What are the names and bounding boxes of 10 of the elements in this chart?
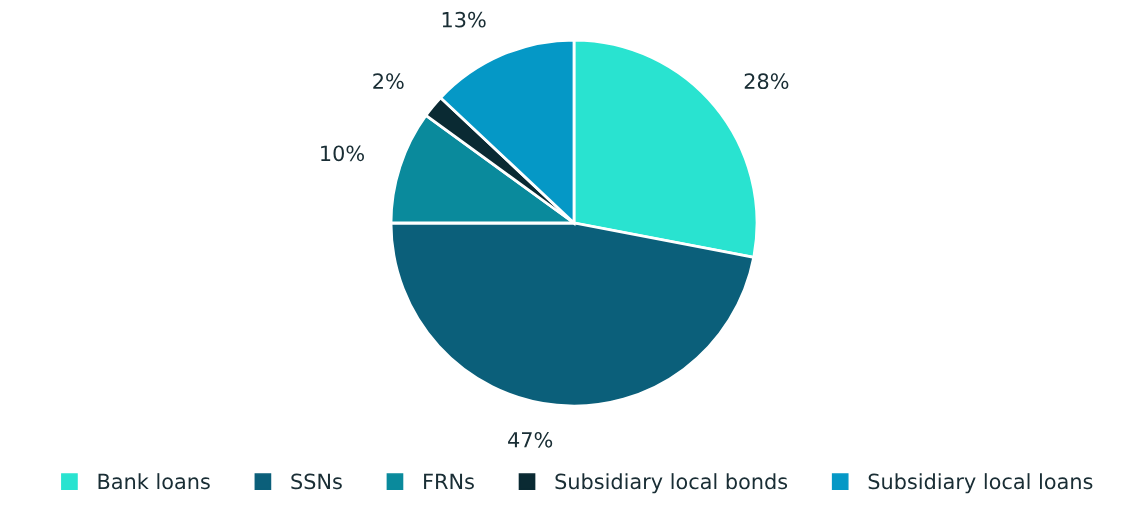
data-label: 13% — [442, 11, 486, 28]
legend-label: Subsidiary local bonds — [555, 473, 788, 494]
legend-label: Subsidiary local loans — [868, 473, 1093, 494]
data-label: 47% — [508, 431, 553, 448]
legend-label: SSNs — [291, 473, 342, 490]
data-label: 28% — [744, 73, 789, 90]
legend-label: FRNs — [424, 473, 474, 490]
legend-label: Bank loans — [98, 473, 210, 490]
data-label: 2% — [373, 73, 404, 90]
data-label: 10% — [321, 145, 364, 162]
